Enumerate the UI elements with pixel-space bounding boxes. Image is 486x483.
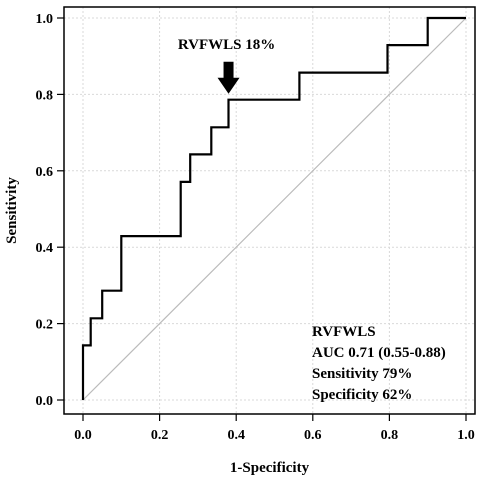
y-tick-label: 0.2 (36, 318, 54, 333)
y-tick-label: 0.8 (36, 88, 54, 103)
x-tick-label: 0.8 (381, 428, 399, 443)
y-tick-label: 1.0 (36, 12, 54, 27)
x-tick-label: 0.6 (304, 428, 322, 443)
x-tick-label: 0.4 (227, 428, 245, 443)
x-axis-ticks: 0.0 0.2 0.4 0.6 0.8 1.0 (74, 414, 475, 443)
y-tick-label: 0.6 (36, 165, 54, 180)
annotation-arrow-icon (217, 61, 240, 94)
x-tick-label: 0.0 (74, 428, 92, 443)
roc-curve-line (81, 16, 466, 400)
y-axis-label: Sensitivity (4, 177, 20, 244)
y-tick-label: 0.0 (36, 394, 54, 409)
x-axis-label: 1-Specificity (230, 460, 310, 476)
plot-frame (63, 6, 476, 415)
annotation-label: RVFWLS 18% (178, 37, 275, 53)
stats-line-title: RVFWLS (312, 324, 376, 340)
stats-line-specificity: Specificity 62% (312, 387, 412, 403)
stats-line-sensitivity: Sensitivity 79% (312, 366, 412, 382)
stats-box: RVFWLS AUC 0.71 (0.55-0.88) Sensitivity … (312, 324, 446, 403)
y-axis-ticks: 0.0 0.2 0.4 0.6 0.8 1.0 (36, 12, 64, 409)
x-tick-label: 0.2 (151, 428, 169, 443)
x-tick-label: 1.0 (457, 428, 475, 443)
stats-line-auc: AUC 0.71 (0.55-0.88) (312, 345, 446, 361)
y-tick-label: 0.4 (36, 241, 54, 256)
reference-diagonal (82, 17, 467, 401)
grid-lines (64, 7, 475, 414)
